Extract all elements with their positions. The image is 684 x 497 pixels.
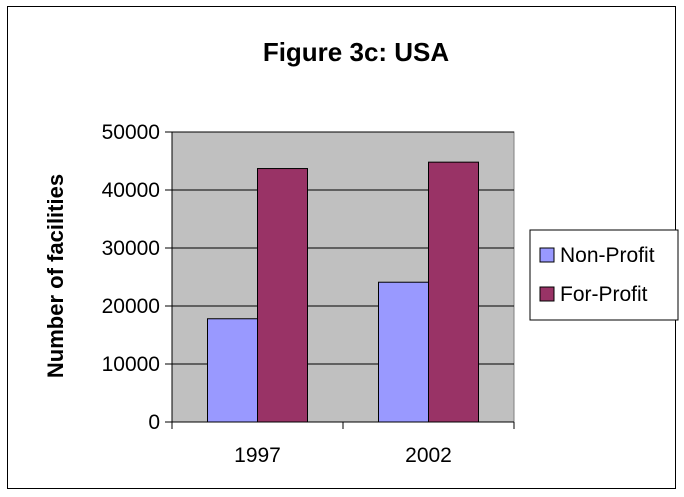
y-tick-label: 0	[148, 411, 160, 434]
legend-label: For-Profit	[560, 283, 648, 306]
legend: Non-Profit For-Profit	[529, 229, 679, 321]
bar-for-profit	[257, 168, 308, 423]
bar-non-profit	[207, 318, 258, 423]
x-tick-label: 1997	[234, 444, 281, 467]
x-tick-label: 2002	[405, 444, 452, 467]
plot-area: 0 10000 20000 30000 40000 50000 1997 2002	[102, 121, 515, 467]
y-tick-label: 40000	[102, 179, 160, 202]
legend-swatch	[539, 247, 555, 263]
y-axis-label: Number of facilities	[43, 174, 68, 378]
y-tick-label: 30000	[102, 237, 160, 260]
bar-for-profit	[428, 161, 479, 423]
legend-swatch	[539, 286, 555, 302]
chart-title: Figure 3c: USA	[263, 37, 450, 67]
y-tick-label: 10000	[102, 353, 160, 376]
y-tick-label: 50000	[102, 121, 160, 144]
y-tick-label: 20000	[102, 295, 160, 318]
legend-box	[529, 229, 679, 321]
bar-non-profit	[378, 281, 429, 423]
legend-label: Non-Profit	[560, 244, 655, 267]
